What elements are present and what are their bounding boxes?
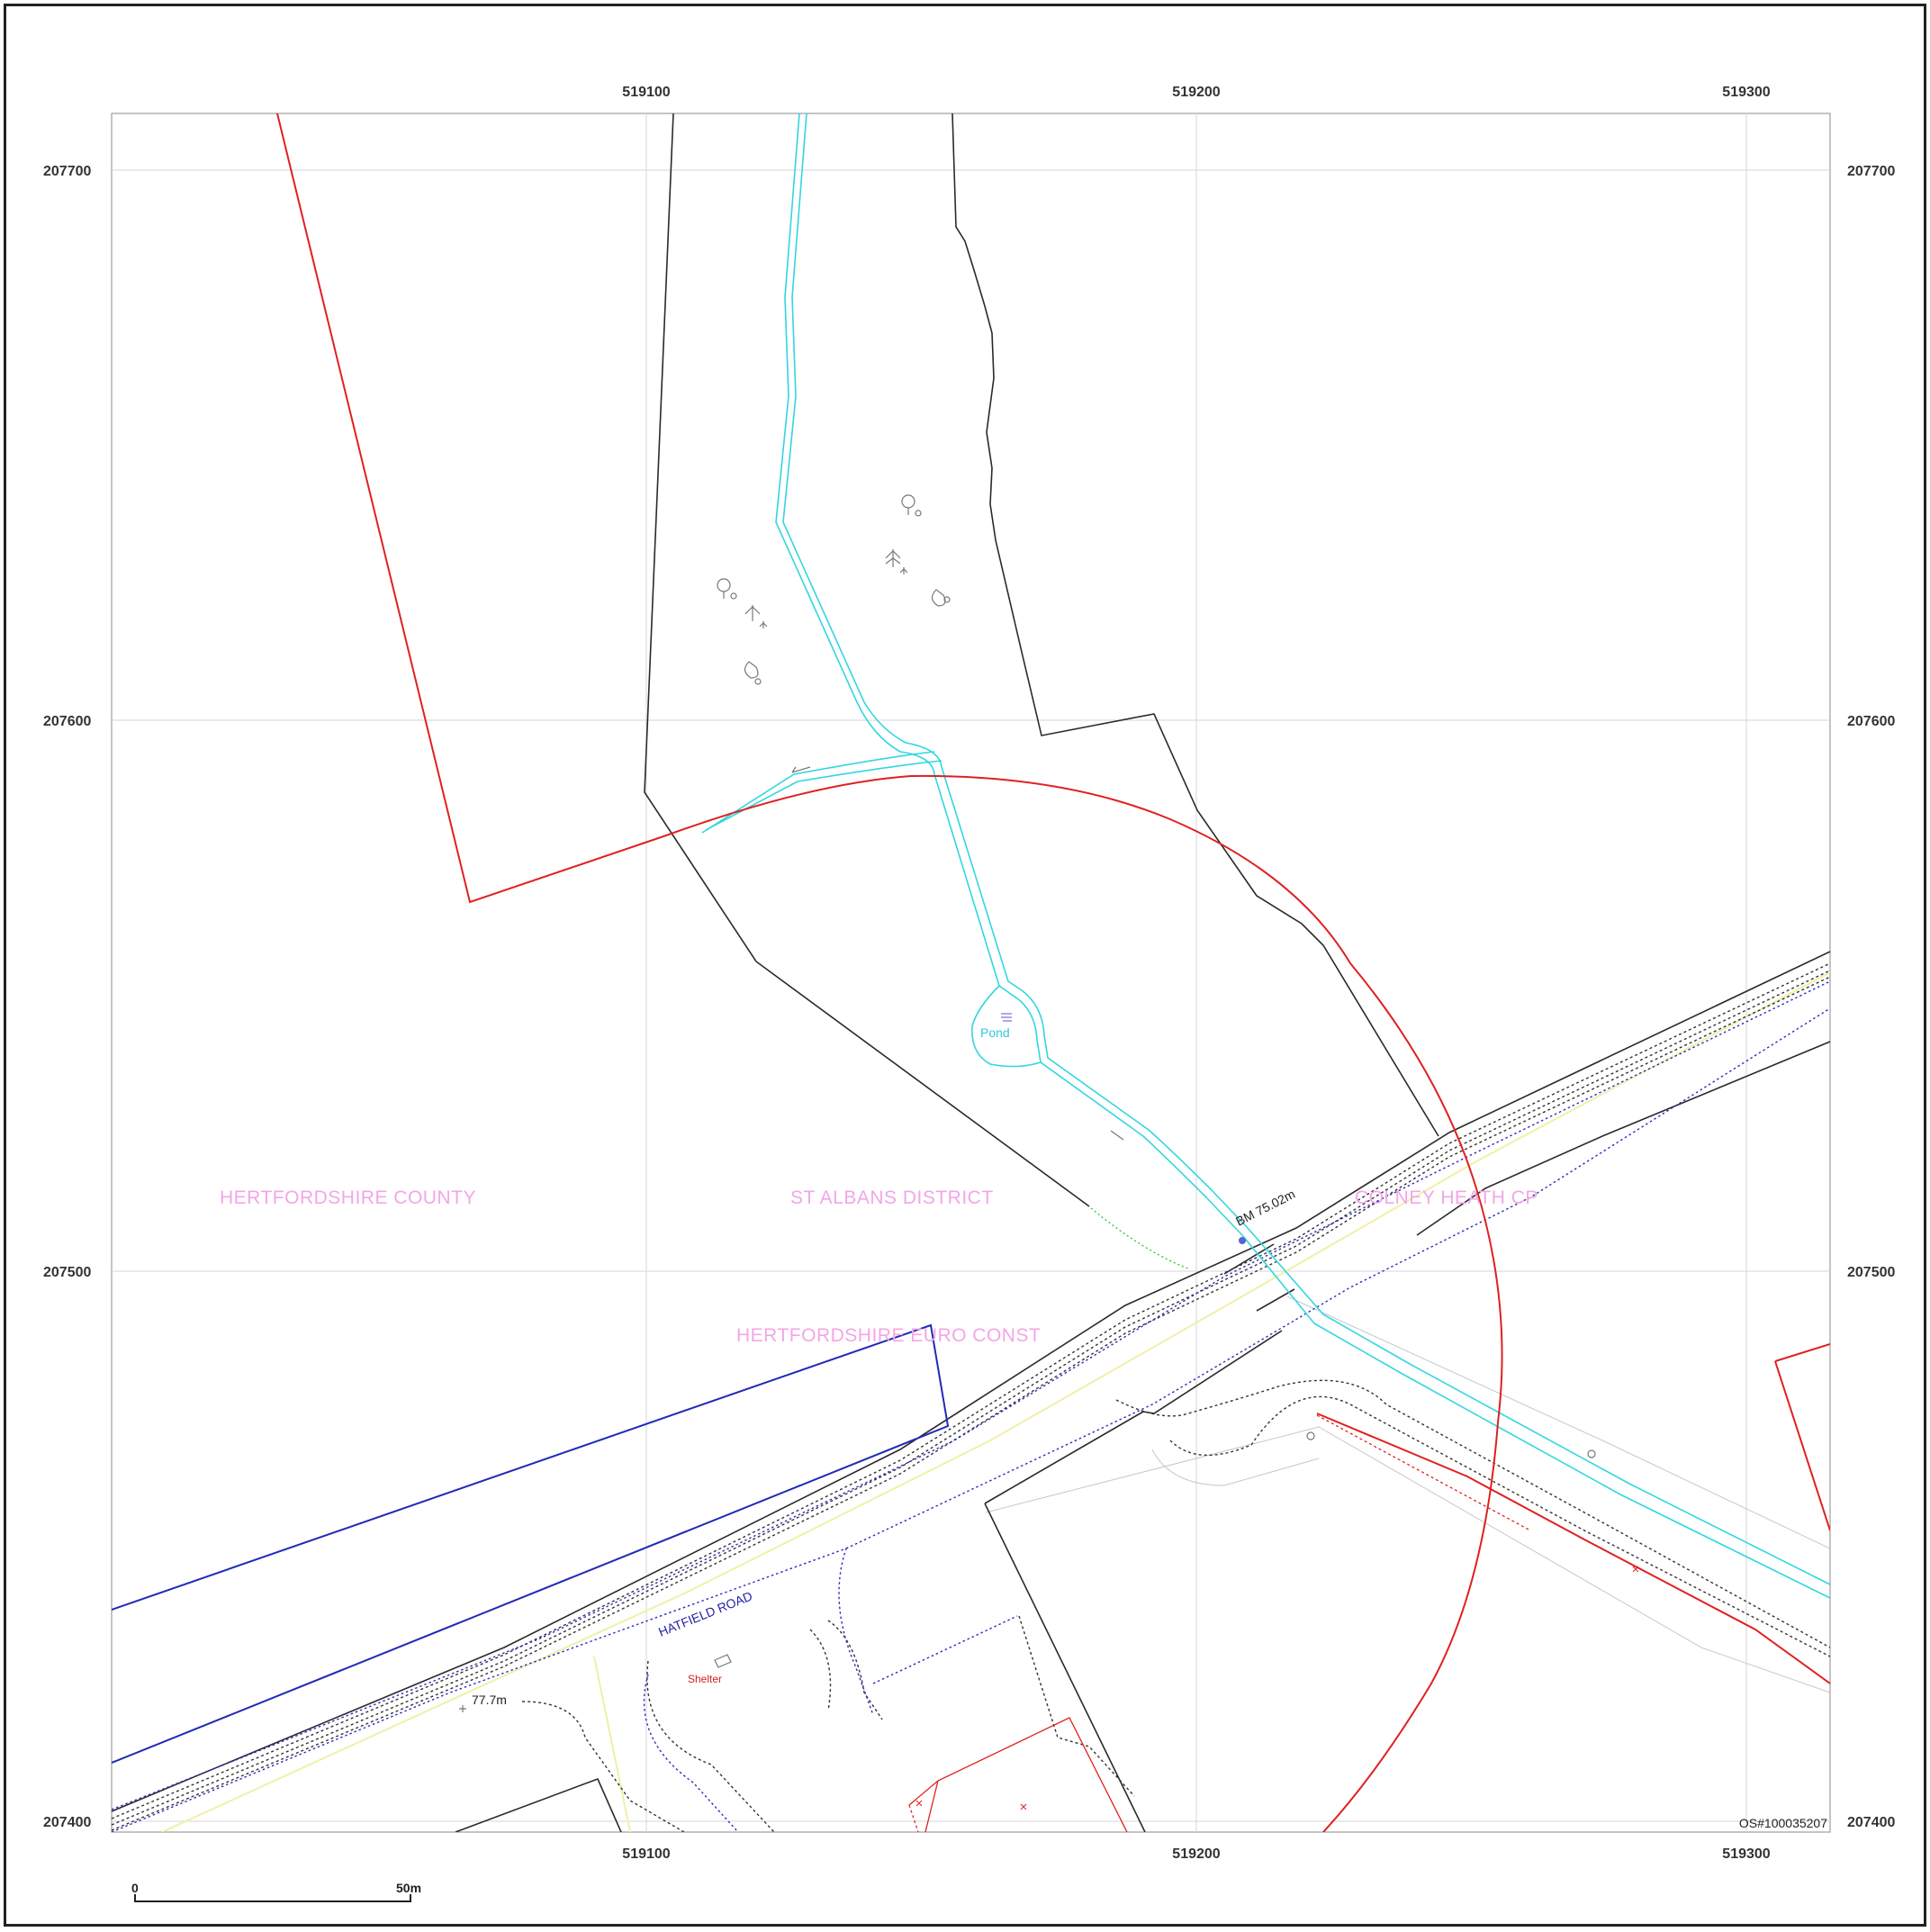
northing-right-2: 207600	[1847, 714, 1895, 729]
northing-left-2: 207600	[43, 714, 91, 729]
easting-top-1: 519100	[622, 85, 670, 100]
map-frame	[4, 4, 1926, 1927]
easting-top-2: 519200	[1172, 85, 1220, 100]
easting-bottom-3: 519300	[1722, 1846, 1770, 1862]
scale-bar-end: 50m	[396, 1881, 421, 1895]
tree-icon	[459, 494, 1596, 1712]
pond-label: Pond	[980, 1025, 1010, 1040]
green-boundary	[1090, 1207, 1191, 1270]
northing-right-4: 207400	[1847, 1815, 1895, 1830]
northing-right-1: 207700	[1847, 164, 1895, 179]
scale-bar: 0 50m	[131, 1881, 421, 1902]
field-boundaries	[112, 113, 1830, 1832]
benchmark-icon	[1239, 1237, 1246, 1244]
pond-icon	[1001, 1013, 1012, 1022]
district-label: ST ALBANS DISTRICT	[790, 1187, 994, 1208]
grid-lines	[112, 113, 1830, 1832]
spot-height-label: 77.7m	[472, 1693, 507, 1707]
northing-left-3: 207500	[43, 1265, 91, 1280]
scale-bar-start: 0	[131, 1881, 139, 1895]
grid-labels: 519100 519200 519300 519100 519200 51930…	[43, 85, 1895, 1862]
building-outlines	[908, 1414, 1531, 1832]
copyright-text: OS#100035207	[1739, 1816, 1827, 1830]
northing-right-3: 207500	[1847, 1265, 1895, 1280]
county-label: HERTFORDSHIRE COUNTY	[220, 1187, 476, 1208]
road-centre	[161, 971, 1830, 1832]
euro-const-label: HERTFORDSHIRE EURO CONST	[736, 1325, 1041, 1346]
map-area	[111, 113, 1831, 1833]
northing-left-4: 207400	[43, 1815, 91, 1830]
northing-left-1: 207700	[43, 164, 91, 179]
cross-marks	[915, 1566, 1639, 1810]
shelter-label: Shelter	[688, 1673, 722, 1685]
minor-outlines	[985, 1296, 1830, 1693]
watercourse	[701, 113, 1830, 1599]
easting-bottom-1: 519100	[622, 1846, 670, 1862]
parish-label: COLNEY HEATH CP	[1355, 1187, 1538, 1208]
easting-top-3: 519300	[1722, 85, 1770, 100]
easting-bottom-2: 519200	[1172, 1846, 1220, 1862]
site-boundary	[276, 113, 1830, 1832]
constituency-boundary	[112, 1323, 950, 1764]
road-blue-dotted	[112, 980, 1830, 1832]
